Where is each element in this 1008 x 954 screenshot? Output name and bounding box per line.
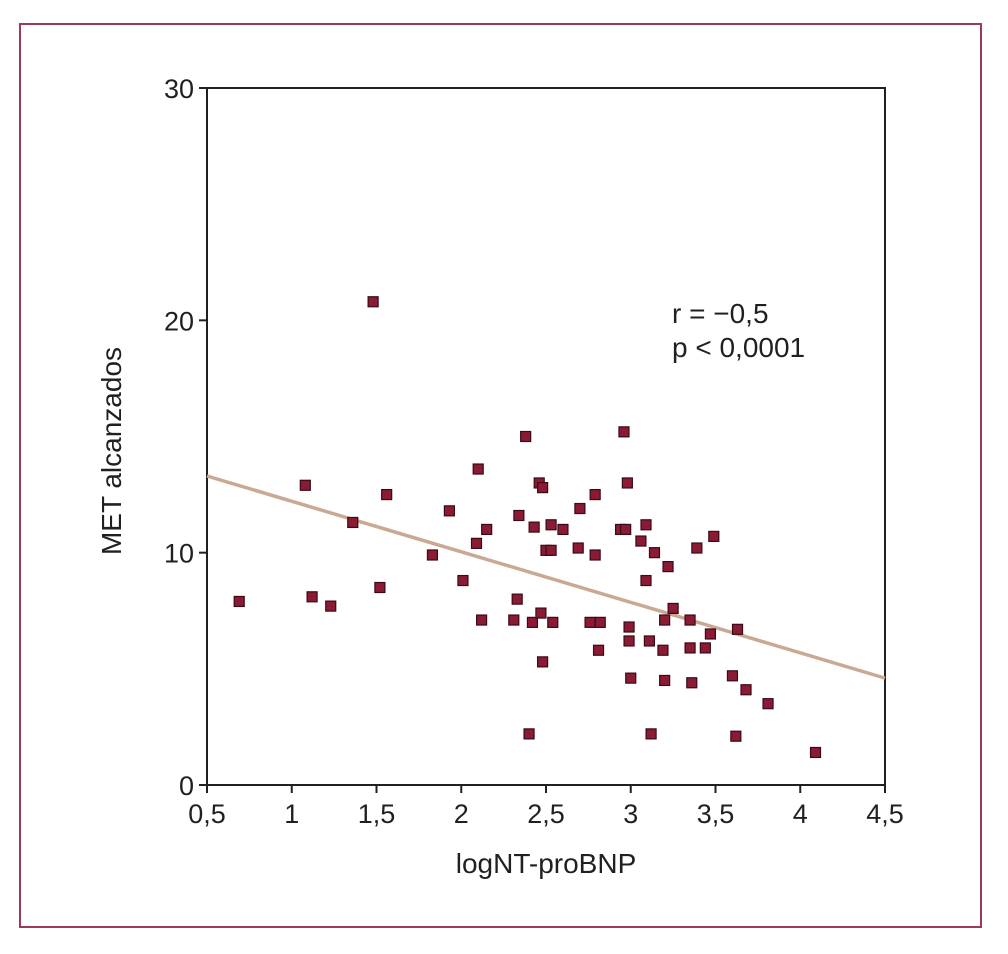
data-point bbox=[513, 509, 525, 522]
data-point bbox=[508, 614, 520, 626]
data-point bbox=[475, 614, 488, 626]
data-point bbox=[621, 477, 633, 489]
data-point bbox=[299, 479, 311, 491]
data-point bbox=[535, 607, 547, 619]
data-point bbox=[708, 530, 720, 543]
x-tick-label: 1,5 bbox=[358, 799, 396, 829]
data-point bbox=[347, 516, 359, 529]
data-point bbox=[572, 542, 584, 554]
y-tick-label: 0 bbox=[179, 771, 194, 801]
data-point bbox=[643, 635, 655, 647]
data-point bbox=[545, 519, 557, 531]
x-tick-label: 3,5 bbox=[697, 799, 735, 829]
x-tick-label: 0,5 bbox=[188, 799, 226, 829]
y-tick-label: 20 bbox=[164, 306, 194, 336]
data-point bbox=[704, 628, 717, 640]
data-point bbox=[648, 547, 661, 559]
y-axis-title: MET alcanzados bbox=[96, 347, 127, 555]
data-point bbox=[545, 544, 557, 556]
data-point bbox=[481, 523, 493, 536]
data-point bbox=[623, 621, 635, 633]
data-point bbox=[443, 505, 455, 517]
data-point bbox=[584, 616, 596, 628]
x-tick-label: 2,5 bbox=[527, 799, 565, 829]
data-point bbox=[381, 488, 393, 501]
data-point bbox=[686, 677, 698, 689]
data-point bbox=[589, 549, 601, 561]
data-point bbox=[809, 746, 822, 759]
data-point bbox=[667, 602, 679, 615]
data-point bbox=[526, 616, 539, 628]
data-point bbox=[537, 656, 549, 668]
data-point bbox=[618, 426, 630, 438]
data-point bbox=[470, 537, 483, 549]
x-axis: 0,5 1 1,5 2 2,5 3 3,5 4 4,5 bbox=[188, 785, 904, 829]
data-point bbox=[640, 574, 652, 587]
data-point bbox=[684, 614, 696, 626]
y-tick-label: 10 bbox=[164, 539, 194, 569]
data-point bbox=[726, 670, 739, 682]
data-point bbox=[659, 614, 671, 626]
data-point bbox=[657, 644, 669, 656]
x-tick-label: 2 bbox=[454, 799, 469, 829]
x-tick-label: 1 bbox=[284, 799, 299, 829]
data-point bbox=[367, 296, 379, 308]
data-point bbox=[426, 549, 439, 561]
data-point bbox=[233, 595, 245, 608]
data-point bbox=[662, 561, 674, 573]
p-value-annotation: p < 0,0001 bbox=[672, 332, 805, 363]
data-point bbox=[620, 523, 632, 536]
data-point bbox=[623, 635, 635, 647]
x-tick-label: 3 bbox=[623, 799, 638, 829]
data-point bbox=[592, 644, 605, 656]
data-point bbox=[625, 672, 637, 684]
data-point bbox=[537, 482, 549, 494]
data-point bbox=[472, 463, 484, 475]
data-point bbox=[740, 684, 752, 696]
data-point bbox=[691, 542, 703, 554]
data-point bbox=[457, 574, 469, 587]
data-point bbox=[528, 521, 540, 533]
data-point bbox=[640, 519, 652, 531]
correlation-annotation: r = −0,5 bbox=[672, 298, 769, 329]
data-point bbox=[699, 642, 711, 654]
data-point bbox=[635, 535, 647, 547]
data-point bbox=[547, 616, 559, 628]
data-point bbox=[731, 623, 744, 635]
data-point bbox=[520, 430, 532, 443]
data-point bbox=[645, 728, 657, 740]
x-axis-title: logNT-proBNP bbox=[456, 848, 637, 879]
data-point bbox=[325, 600, 337, 612]
data-point bbox=[589, 488, 601, 501]
data-point bbox=[574, 502, 586, 515]
data-point bbox=[374, 581, 386, 594]
y-tick-label: 30 bbox=[164, 74, 194, 104]
data-point bbox=[306, 591, 318, 603]
data-point bbox=[523, 728, 535, 740]
data-point bbox=[511, 593, 523, 605]
data-point bbox=[730, 730, 742, 742]
data-points bbox=[233, 296, 822, 759]
y-axis: 0 10 20 30 bbox=[164, 74, 207, 801]
x-tick-label: 4 bbox=[793, 799, 808, 829]
regression-line bbox=[206, 474, 886, 680]
data-point bbox=[659, 674, 671, 687]
x-tick-label: 4,5 bbox=[866, 799, 904, 829]
data-point bbox=[594, 616, 606, 628]
plot-area-border bbox=[206, 87, 886, 786]
data-point bbox=[762, 698, 774, 710]
data-point bbox=[684, 642, 696, 654]
figure-frame bbox=[19, 23, 982, 928]
data-point bbox=[557, 523, 569, 536]
